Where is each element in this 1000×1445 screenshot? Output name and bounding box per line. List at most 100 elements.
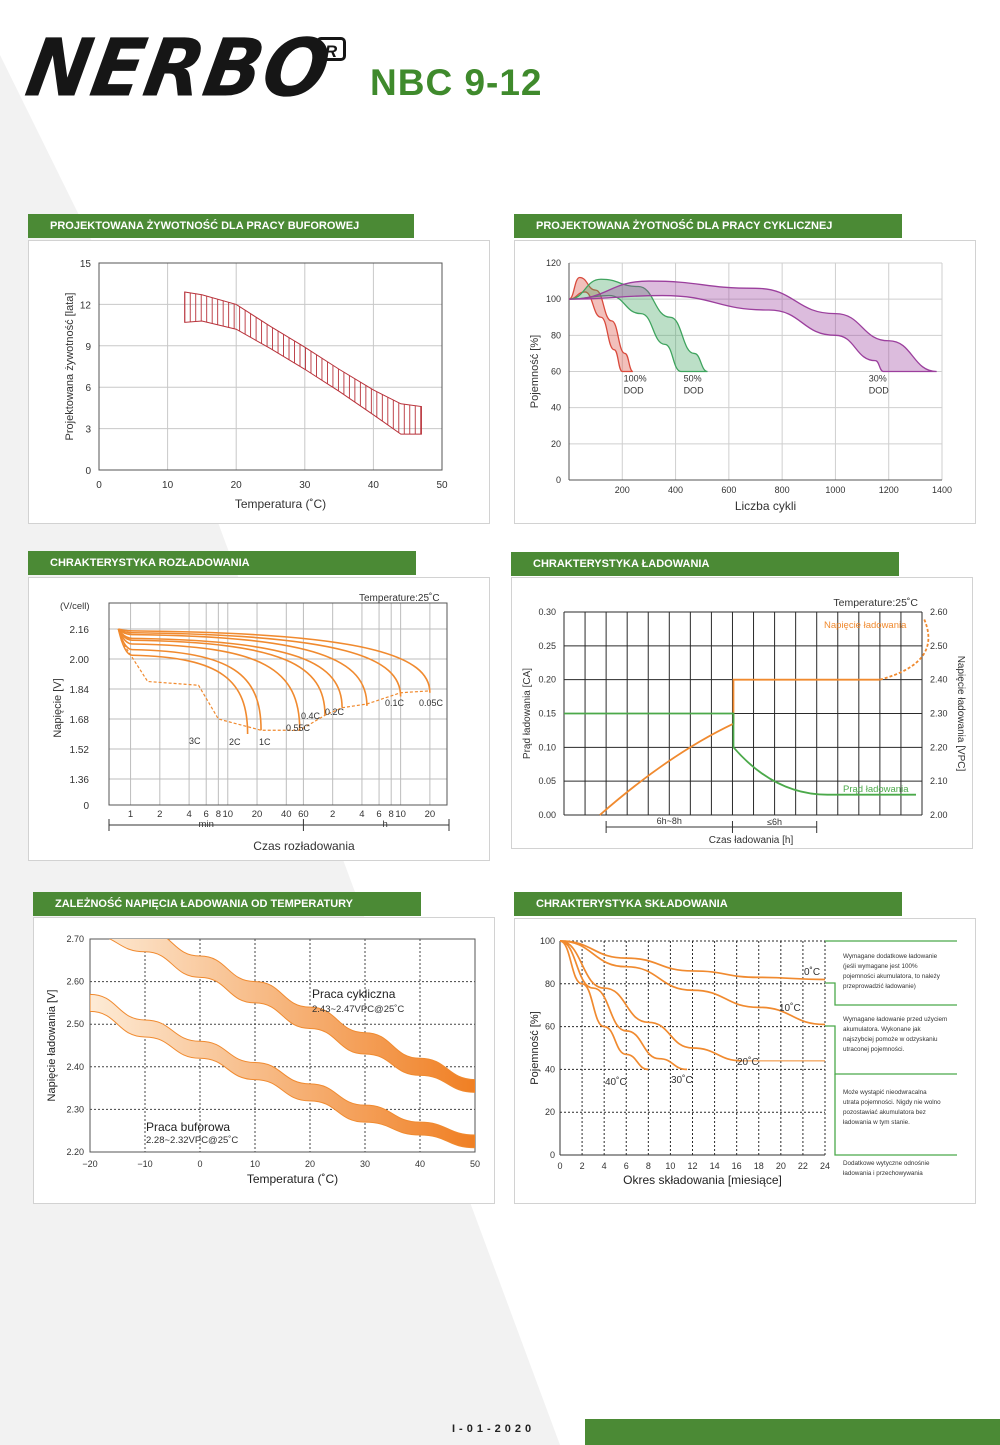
- y-tick-label: 1.68: [70, 715, 90, 726]
- y2-tick-label: 2.30: [930, 709, 948, 719]
- storage-note: ładowania w tym stanie.: [843, 1119, 910, 1126]
- x-tick-label: 40: [415, 1159, 425, 1169]
- x-tick-label: 14: [710, 1161, 720, 1171]
- y-tick-label: 20: [545, 1107, 555, 1117]
- x-tick-label: 4: [186, 809, 191, 820]
- y2-tick-label: 2.50: [930, 641, 948, 651]
- panel-temp-voltage-title: ZALEŻNOŚĆ NAPIĘCIA ŁADOWANIA OD TEMPERAT…: [33, 892, 421, 916]
- plot-frame: [89, 938, 476, 1153]
- plot-frame: [98, 262, 443, 471]
- x-tick-label: 4: [602, 1161, 607, 1171]
- x-tick-label: 600: [721, 485, 736, 495]
- chart-discharge: 3C 2C 1C 0.55C 0.4C 0.2C 0.1C 0.05C 0 1.36 1.52 1.6…: [52, 592, 450, 853]
- series-label: 50%: [684, 374, 702, 384]
- x-tick-label: 30: [360, 1159, 370, 1169]
- group-label-min: min: [199, 819, 214, 830]
- storage-note: pojemności akumulatora, to należy: [843, 973, 941, 980]
- y-tick-label: 60: [545, 1022, 555, 1032]
- cycle-band-2: [568, 280, 937, 373]
- x-tick-label: 20: [252, 809, 263, 820]
- model-name: NBC 9-12: [370, 62, 543, 103]
- panel-float-life-title: PROJEKTOWANA ŻYWOTNOŚĆ DLA PRACY BUFOROW…: [28, 214, 414, 238]
- segment-label: ≤6h: [767, 817, 782, 827]
- x-tick-label: 1: [128, 809, 133, 820]
- x-tick-label: 20: [425, 809, 436, 820]
- x-tick-label: 1000: [825, 485, 845, 495]
- y-tick-label: 2.60: [66, 977, 84, 987]
- y-tick-label: 1.84: [70, 685, 90, 696]
- zone-line: [825, 1025, 957, 1075]
- storage-curve: [559, 940, 826, 1026]
- x-tick-label: 22: [798, 1161, 808, 1171]
- x-axis-label: Liczba cykli: [735, 499, 796, 513]
- end-voltage-line: [120, 639, 430, 731]
- y-tick-label: 0.25: [538, 641, 556, 651]
- footer-code: I-01-2020: [452, 1423, 536, 1435]
- x-tick-label: 16: [732, 1161, 742, 1171]
- y-tick-label: 0.00: [538, 810, 556, 820]
- x-tick-label: 20: [231, 480, 243, 491]
- series-label: DOD: [624, 386, 645, 396]
- storage-note: (jeśli wymagane jest 100%: [843, 963, 918, 970]
- cycle-band-0: [568, 276, 634, 373]
- discharge-curve: [117, 628, 368, 706]
- y-tick-label: 15: [80, 259, 92, 270]
- temperature-annotation: Temperature:25˚C: [833, 597, 918, 609]
- x-tick-label: 6: [376, 809, 381, 820]
- x-tick-label: 24: [820, 1161, 830, 1171]
- y-tick-label: 0.05: [538, 776, 556, 786]
- y2-tick-label: 2.40: [930, 675, 948, 685]
- panel-storage-title: CHRAKTERYSTYKA SKŁADOWANIA: [514, 892, 902, 916]
- y-axis-label: Pojemność [%]: [529, 1011, 541, 1084]
- x-tick-label: −20: [82, 1159, 97, 1169]
- temperature-annotation: Temperature:25˚C: [359, 592, 440, 604]
- x-tick-label: 2: [580, 1161, 585, 1171]
- y-tick-label: 0.10: [538, 742, 556, 752]
- x-tick-label: 200: [615, 485, 630, 495]
- series-label: 10˚C: [779, 1002, 801, 1014]
- x-tick-label: −10: [137, 1159, 152, 1169]
- storage-note: najszybciej pomoże w odzyskaniu: [843, 1036, 938, 1043]
- x-tick-label: 10: [250, 1159, 260, 1169]
- x-tick-label: 400: [668, 485, 683, 495]
- chart-storage: 0˚C10˚C20˚C30˚C40˚C0 2 4 6 8 10 12 14 16 18 20 22 24…: [529, 936, 957, 1187]
- x-tick-label: 0: [96, 480, 102, 491]
- x-tick-label: 40: [368, 480, 380, 491]
- x-tick-label: 0: [197, 1159, 202, 1169]
- y-tick-label: 100: [546, 294, 561, 304]
- x-tick-label: 8: [216, 809, 221, 820]
- x-tick-label: 6: [624, 1161, 629, 1171]
- y-tick-label: 20: [551, 439, 561, 449]
- y-axis-label: Napięcie ładowania [V]: [46, 990, 58, 1102]
- voltage-dashed: [879, 618, 930, 681]
- y-tick-label: 0: [83, 801, 89, 812]
- discharge-curve: [117, 628, 301, 731]
- x-tick-label: 2: [157, 809, 162, 820]
- x-tick-label: 18: [754, 1161, 764, 1171]
- discharge-curve: [118, 628, 431, 693]
- panel-discharge-title: CHRAKTERYSTYKA ROZŁADOWANIA: [28, 551, 416, 575]
- x-axis-label: Czas ładowania [h]: [709, 835, 794, 846]
- x-axis-label: Czas rozładowania: [253, 839, 355, 853]
- x-tick-label: 1200: [879, 485, 899, 495]
- footer-bar: [585, 1419, 1000, 1445]
- series-label: DOD: [869, 386, 890, 396]
- x-tick-label: 10: [162, 480, 174, 491]
- panel-charge-title: CHRAKTERYSTYKA ŁADOWANIA: [511, 552, 899, 576]
- y-tick-label: 0: [556, 475, 561, 485]
- y-tick-label: 6: [85, 383, 91, 394]
- series-label: DOD: [684, 386, 705, 396]
- cycle-band-1: [568, 278, 708, 373]
- series-label: 20˚C: [737, 1056, 759, 1068]
- x-tick-label: 8: [389, 809, 394, 820]
- voltage-band-0: [108, 939, 475, 1093]
- x-tick-label: 20: [305, 1159, 315, 1169]
- x-tick-label: 2: [330, 809, 335, 820]
- y-tick-label: 2.70: [66, 934, 84, 944]
- discharge-curve: [117, 628, 326, 716]
- series-label: 0.05C: [419, 698, 444, 708]
- y-axis-label: Napięcie [V]: [52, 678, 64, 737]
- y2-axis-label: Napięcie ładowania [VPC]: [955, 656, 966, 772]
- x-tick-label: 800: [775, 485, 790, 495]
- x-tick-label: 10: [222, 809, 233, 820]
